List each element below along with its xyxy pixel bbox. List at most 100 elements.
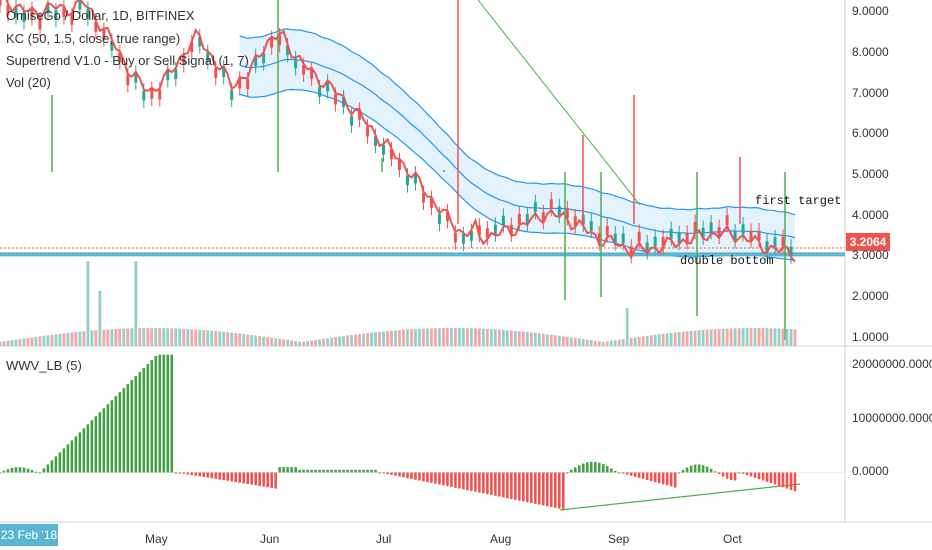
candle-body — [270, 37, 274, 48]
volume-bar — [374, 332, 377, 346]
volume-bar — [649, 335, 653, 346]
wwv-bar — [98, 412, 102, 473]
wwv-bar — [641, 472, 645, 479]
wwv-bar — [446, 472, 449, 487]
volume-bar — [493, 329, 497, 346]
wwv-bar — [302, 469, 305, 473]
wwv-bar — [378, 472, 381, 474]
volume-bar — [238, 333, 242, 346]
volume-bar — [529, 332, 533, 346]
volume-bar — [450, 328, 453, 346]
wwv-bar — [266, 472, 269, 488]
wwv-bar — [370, 469, 373, 473]
wwv-bar — [194, 472, 198, 476]
volume-bar — [661, 333, 665, 346]
volume-bar — [685, 331, 689, 346]
wwv-bar — [166, 354, 170, 473]
wwv-bar — [10, 467, 14, 473]
candle-body — [222, 67, 226, 78]
wwv-bar — [198, 472, 202, 477]
wwv-bar — [498, 472, 501, 497]
volume-bar — [501, 329, 505, 346]
wwv-bar — [418, 472, 421, 481]
wwv-bar — [222, 472, 226, 481]
volume-bar — [202, 330, 206, 346]
volume-bar — [34, 336, 38, 346]
wwv-bar — [274, 472, 277, 489]
wwv-bar — [210, 472, 214, 479]
candle-body — [158, 89, 162, 100]
wwv-bar — [677, 472, 681, 474]
support-zone-line — [0, 252, 845, 257]
time-tick-label: Aug — [490, 532, 512, 546]
candle-body — [190, 42, 194, 53]
candle-body — [677, 233, 681, 243]
candle-body — [493, 224, 497, 235]
wwv-bar — [462, 472, 465, 490]
wwv-bar — [745, 472, 749, 476]
volume-bar — [326, 338, 329, 346]
wwv-bar — [118, 392, 122, 473]
candle-body — [469, 230, 473, 241]
candle-body — [477, 225, 481, 236]
volume-bar — [557, 335, 561, 346]
wwv-bar — [358, 469, 361, 473]
volume-bar — [106, 329, 110, 346]
candle-body — [0, 0, 2, 6]
volume-bar — [314, 339, 318, 346]
first-target-annotation: first target — [755, 194, 842, 208]
vol-legend: Vol (20) — [6, 75, 51, 90]
candle-body — [725, 215, 729, 225]
wwv-tick-label: 10000000.0000 — [852, 410, 932, 425]
wwv-bar — [170, 354, 174, 473]
wwv-bar — [282, 467, 285, 473]
wwv-bar — [765, 472, 769, 482]
volume-bar — [278, 338, 282, 346]
volume-bar — [334, 337, 337, 346]
wwv-tick-label: 0.0000 — [852, 464, 889, 479]
wwv-bar — [50, 460, 54, 473]
wwv-bar — [6, 469, 10, 473]
volume-bar — [462, 328, 465, 346]
wwv-bar — [777, 472, 781, 486]
wwv-bar — [474, 472, 477, 492]
wwv-bar — [569, 469, 573, 473]
wwv-bar — [789, 472, 793, 490]
volume-bar — [306, 341, 310, 346]
volume-bar — [721, 328, 725, 346]
volume-bar — [62, 333, 66, 346]
wwv-bar — [689, 465, 693, 473]
price-tick-label: 1.0000 — [852, 329, 889, 344]
wwv-bar — [74, 436, 78, 473]
volume-bar — [14, 339, 18, 346]
candle-body — [374, 136, 378, 146]
wwv-bar — [550, 472, 553, 508]
wwv-bar — [585, 462, 589, 473]
wwv-bar — [310, 469, 313, 473]
wwv-bar — [18, 467, 22, 473]
candle-body — [437, 214, 441, 224]
volume-bar — [410, 329, 413, 346]
wwv-bar — [286, 467, 289, 473]
last-price-tag: 3.2064 — [846, 233, 890, 251]
wwv-bar — [270, 472, 273, 488]
wwv-bar — [142, 368, 146, 473]
wwv-bar — [557, 472, 561, 509]
candle-body — [693, 222, 697, 232]
wwv-bar — [781, 472, 785, 488]
volume-bar — [789, 329, 793, 346]
price-tick-label: 7.0000 — [852, 85, 889, 100]
volume-bar — [358, 334, 361, 346]
volume-bar — [753, 328, 757, 346]
price-tick-label: 6.0000 — [852, 126, 889, 141]
candle-body — [461, 234, 465, 244]
chart-title: OmiseGo / Dollar, 1D, BITFINEX — [6, 8, 195, 23]
volume-bar — [58, 333, 62, 346]
wwv-bar — [713, 471, 717, 473]
candle-body — [238, 78, 242, 89]
volume-bar — [705, 329, 709, 346]
wwv-bar — [749, 472, 753, 477]
volume-bar — [222, 331, 226, 346]
wwv-bar — [629, 472, 633, 476]
candle-body — [46, 3, 50, 14]
